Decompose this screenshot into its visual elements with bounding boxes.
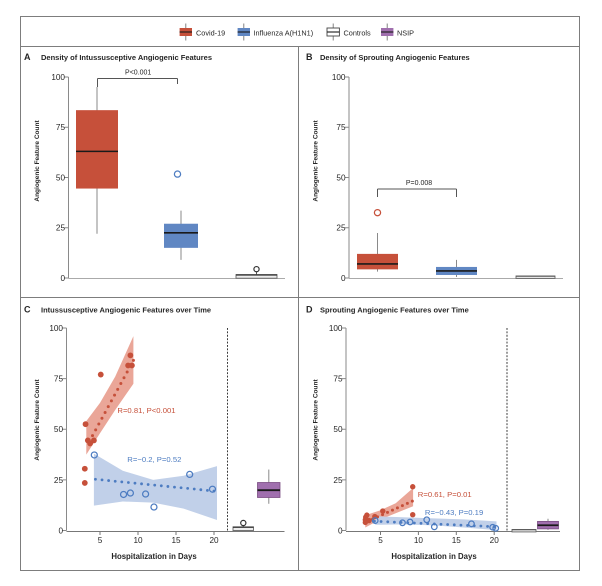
svg-text:P=0.008: P=0.008 [406, 180, 432, 187]
svg-text:100: 100 [49, 324, 63, 333]
svg-text:C: C [24, 305, 31, 315]
svg-text:Angiogenic Feature Count: Angiogenic Feature Count [34, 120, 41, 202]
svg-text:10: 10 [414, 536, 424, 545]
svg-text:Sprouting Angiogenic Features: Sprouting Angiogenic Features over Time [320, 306, 469, 315]
svg-text:100: 100 [329, 324, 343, 333]
svg-text:100: 100 [51, 73, 65, 82]
svg-text:25: 25 [54, 476, 64, 485]
svg-text:20: 20 [490, 536, 500, 545]
svg-text:Controls: Controls [344, 29, 372, 38]
svg-text:50: 50 [333, 425, 343, 434]
svg-text:Angiogenic Feature Count: Angiogenic Feature Count [34, 379, 41, 461]
svg-text:75: 75 [336, 123, 346, 132]
svg-text:Intussusceptive Angiogenic Fea: Intussusceptive Angiogenic Features over… [41, 306, 211, 315]
svg-text:50: 50 [54, 425, 64, 434]
svg-text:Hospitalization in Days: Hospitalization in Days [391, 552, 477, 561]
svg-text:0: 0 [60, 274, 65, 283]
svg-text:Angiogenic Feature Count: Angiogenic Feature Count [313, 379, 320, 461]
svg-text:Density of Intussusceptive Ang: Density of Intussusceptive Angiogenic Fe… [41, 53, 212, 62]
svg-text:10: 10 [133, 536, 143, 545]
svg-text:75: 75 [54, 375, 64, 384]
svg-text:Hospitalization in Days: Hospitalization in Days [111, 552, 197, 561]
svg-text:0: 0 [338, 526, 343, 535]
svg-text:15: 15 [452, 536, 462, 545]
svg-text:25: 25 [336, 224, 346, 233]
svg-text:R=0.81, P<0.001: R=0.81, P<0.001 [117, 406, 175, 415]
svg-text:75: 75 [333, 375, 343, 384]
svg-text:25: 25 [56, 224, 66, 233]
svg-text:R=−0.43, P=0.19: R=−0.43, P=0.19 [425, 508, 483, 517]
svg-text:0: 0 [341, 274, 346, 283]
svg-text:NSIP: NSIP [397, 29, 414, 38]
svg-text:5: 5 [378, 536, 383, 545]
svg-text:75: 75 [56, 123, 66, 132]
svg-text:Covid-19: Covid-19 [196, 29, 225, 38]
svg-text:P<0.001: P<0.001 [125, 70, 151, 77]
svg-text:100: 100 [332, 73, 346, 82]
svg-text:Influenza A(H1N1): Influenza A(H1N1) [254, 29, 314, 38]
svg-text:R=−0.2, P=0.52: R=−0.2, P=0.52 [127, 455, 181, 464]
svg-text:Angiogenic Feature Count: Angiogenic Feature Count [313, 120, 320, 202]
svg-text:15: 15 [171, 536, 181, 545]
svg-text:A: A [24, 52, 31, 62]
svg-text:25: 25 [333, 476, 343, 485]
svg-text:Density of Sprouting Angiogeni: Density of Sprouting Angiogenic Features [320, 53, 470, 62]
svg-text:R=0.61, P=0.01: R=0.61, P=0.01 [418, 490, 472, 499]
svg-text:0: 0 [58, 526, 63, 535]
svg-text:20: 20 [209, 536, 219, 545]
svg-text:D: D [306, 305, 313, 315]
svg-text:50: 50 [336, 173, 346, 182]
svg-text:B: B [306, 52, 313, 62]
svg-text:50: 50 [56, 173, 66, 182]
svg-text:5: 5 [98, 536, 103, 545]
